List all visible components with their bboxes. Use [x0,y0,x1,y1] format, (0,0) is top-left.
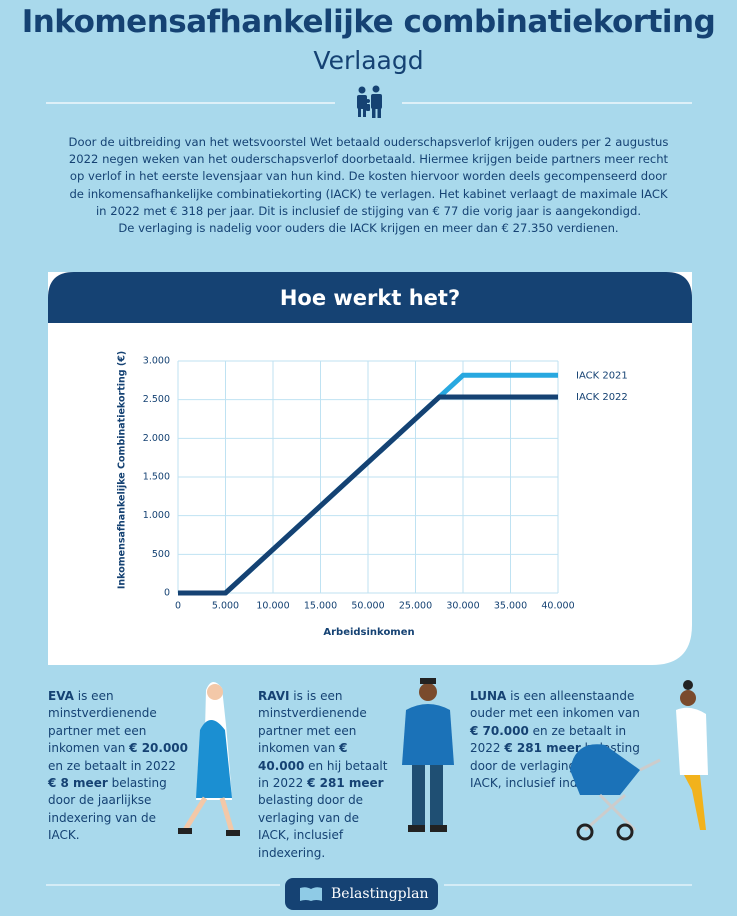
persona-segment: is een alleenstaande ouder met een inkom… [470,689,640,721]
y-axis-label: Inkomensafhankelijke Combinatiekorting (… [117,351,128,589]
intro-line: 2022 negen weken van het ouderschapsverl… [68,152,669,167]
persona-segment: € 40.000 [258,741,348,773]
persona-text: RAVI is is een minstverdienende partner … [258,688,388,862]
subtitle: Verlaagd [313,46,424,75]
intro: Door de uitbreiding van het wetsvoorstel… [20,134,717,237]
x-axis-label: Arbeidsinkomen [323,627,414,638]
persona-segment: € 20.000 [129,741,189,756]
persona-segment: is een minstverdienende partner met een … [48,689,157,756]
x-tick-label: 35.000 [494,601,527,612]
persona-text: EVA is een minstverdienende partner met … [48,688,188,845]
legend-label: IACK 2022 [576,392,628,403]
persona-segment: en ze betaalt in 2022 [470,723,627,756]
intro-line: De verlaging is nadelig voor ouders die … [118,221,619,236]
footer-rule [46,884,692,886]
figure-luna [570,680,708,841]
figures [178,678,708,841]
persona-segment: en ze betaalt in 2022 [48,758,176,773]
x-tick-label: 0 [175,601,181,612]
persona-segment: belasting door de verlaging van de IACK,… [258,793,364,860]
figure-eva [178,681,240,836]
y-tick-label: 2.000 [143,433,170,444]
persona-segment: LUNA [470,689,507,703]
x-tick-label: 30.000 [446,601,479,612]
chart-title: Hoe werkt het? [280,286,460,310]
footer-label: Belastingplan [331,886,429,902]
x-tick-label: 5.000 [212,601,239,612]
book-icon [300,887,322,901]
x-tick-label: 15.000 [304,601,337,612]
persona-segment: is is een minstverdienende partner met e… [258,689,367,756]
persona-segment: RAVI [258,689,290,703]
y-tick-label: 1.000 [143,510,170,521]
intro-line: de inkomensafhankelijke combinatiekortin… [69,186,668,201]
y-tick-label: 3.000 [143,356,170,367]
footer-badge: Belastingplan [285,878,438,910]
divider [46,85,692,118]
intro-line: Door de uitbreiding van het wetsvoorstel… [68,135,669,149]
y-tick-label: 1.500 [143,472,170,483]
intro-line: op verlof in het eerste levensjaar van h… [69,169,668,184]
persona-segment: € 281 meer [307,776,384,791]
x-tick-label: 50.000 [351,601,384,612]
persona-segment: en hij betaalt in 2022 [258,758,388,791]
x-tick-label: 40.000 [541,601,574,612]
persona-segment: € 8 meer [48,776,108,791]
persona-segment: € 70.000 [470,723,529,738]
figure-ravi [402,678,454,832]
intro-line: in 2022 met € 318 per jaar. Dit is inclu… [95,203,642,218]
persona-segment: belasting door de jaarlijkse indexering … [48,776,167,843]
title: Inkomensafhankelijke combinatiekorting [21,4,716,40]
persona-segment: EVA [48,689,74,703]
y-tick-label: 500 [152,549,170,560]
y-tick-label: 0 [164,588,170,599]
chart: Hoe werkt het? Arbeidsinkomen Inkomensaf… [48,272,692,665]
legend-label: IACK 2021 [576,370,628,381]
y-tick-label: 2.500 [143,394,170,405]
x-tick-label: 25.000 [399,601,432,612]
series-line [178,394,558,596]
persona-segment: € 281 meer [504,741,581,756]
x-tick-label: 10.000 [256,601,289,612]
